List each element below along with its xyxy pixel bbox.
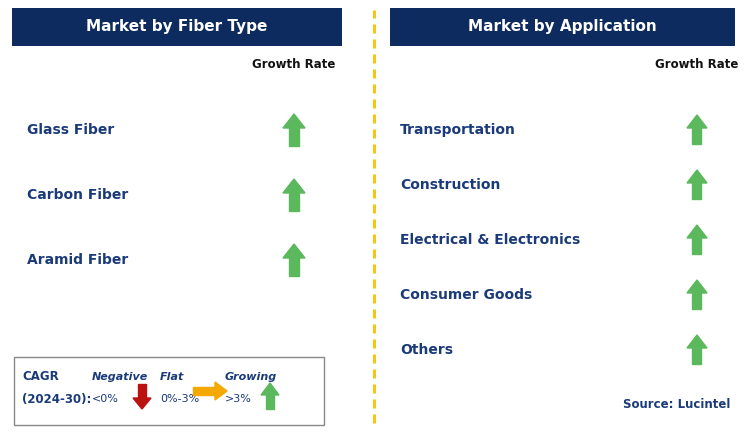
Text: Glass Fiber: Glass Fiber	[27, 123, 114, 137]
Polygon shape	[687, 170, 707, 183]
Polygon shape	[261, 383, 279, 395]
Text: Growing: Growing	[225, 372, 278, 382]
FancyBboxPatch shape	[390, 8, 735, 46]
Text: Electrical & Electronics: Electrical & Electronics	[400, 233, 580, 247]
Text: 0%-3%: 0%-3%	[160, 394, 199, 404]
Polygon shape	[687, 335, 707, 348]
Polygon shape	[283, 179, 305, 193]
Polygon shape	[193, 387, 215, 395]
Text: Negative: Negative	[92, 372, 148, 382]
Text: (2024-30):: (2024-30):	[22, 392, 91, 405]
Text: Growth Rate: Growth Rate	[252, 58, 336, 71]
Polygon shape	[693, 238, 702, 254]
Text: <0%: <0%	[92, 394, 119, 404]
Polygon shape	[215, 382, 227, 400]
FancyBboxPatch shape	[14, 357, 324, 425]
Text: Transportation: Transportation	[400, 123, 516, 137]
Polygon shape	[289, 193, 299, 211]
Polygon shape	[693, 128, 702, 144]
Polygon shape	[138, 384, 146, 398]
Text: Market by Application: Market by Application	[468, 19, 657, 35]
Polygon shape	[133, 398, 151, 409]
Text: Aramid Fiber: Aramid Fiber	[27, 253, 128, 267]
Polygon shape	[283, 114, 305, 128]
Text: Growth Rate: Growth Rate	[655, 58, 739, 71]
Text: Others: Others	[400, 343, 453, 357]
Polygon shape	[693, 183, 702, 199]
Text: Carbon Fiber: Carbon Fiber	[27, 188, 128, 202]
Polygon shape	[283, 244, 305, 258]
Text: Consumer Goods: Consumer Goods	[400, 288, 533, 302]
Text: >3%: >3%	[225, 394, 252, 404]
Text: CAGR: CAGR	[22, 371, 59, 384]
Polygon shape	[693, 293, 702, 309]
Text: Source: Lucintel: Source: Lucintel	[622, 398, 730, 411]
Polygon shape	[687, 225, 707, 238]
Polygon shape	[693, 348, 702, 364]
FancyBboxPatch shape	[12, 8, 342, 46]
Text: Construction: Construction	[400, 178, 500, 192]
Text: Market by Fiber Type: Market by Fiber Type	[86, 19, 268, 35]
Polygon shape	[266, 395, 274, 409]
Polygon shape	[289, 128, 299, 146]
Polygon shape	[687, 115, 707, 128]
Text: Flat: Flat	[160, 372, 184, 382]
Polygon shape	[687, 280, 707, 293]
Polygon shape	[289, 258, 299, 276]
